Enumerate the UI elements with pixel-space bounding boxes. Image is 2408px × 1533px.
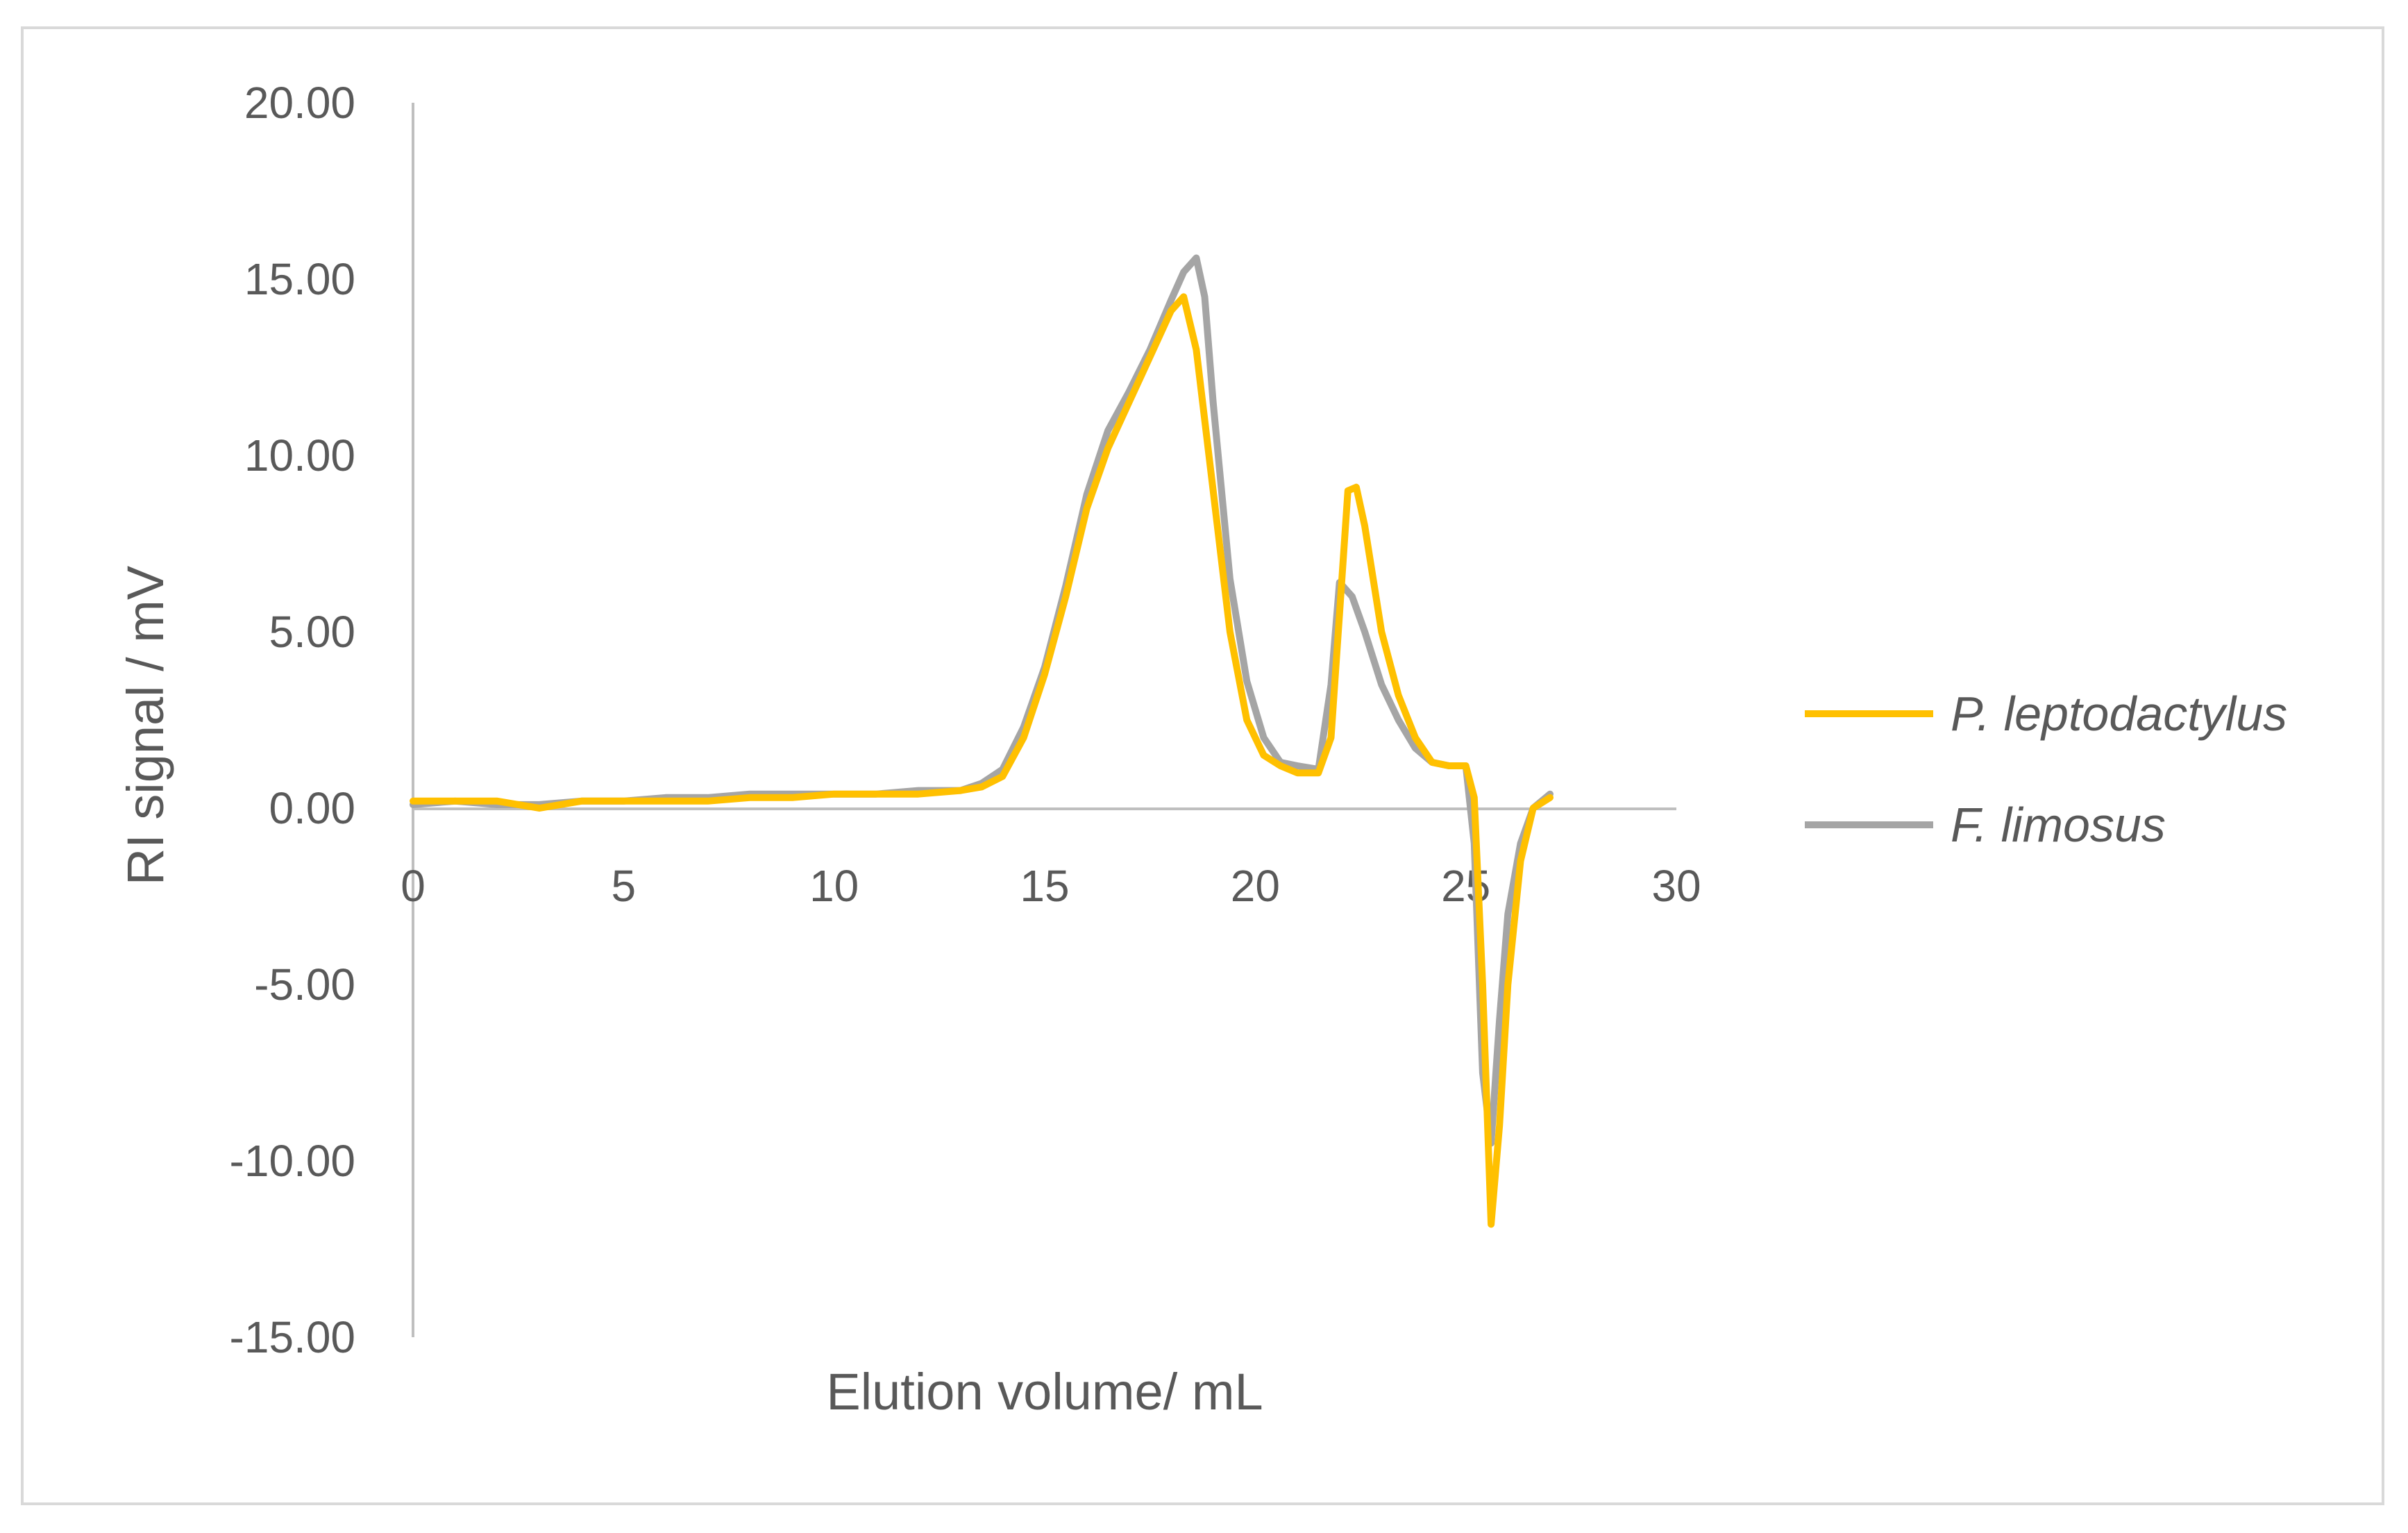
y-tick-label: 20.00 — [244, 78, 355, 128]
legend: P. leptodactylus F. limosus — [1805, 687, 2287, 852]
y-tick-label: -15.00 — [230, 1312, 355, 1362]
y-axis-title: RI signal / mV — [117, 565, 174, 885]
legend-label-f-limosus: F. limosus — [1951, 798, 2166, 852]
x-tick-label: 5 — [612, 861, 637, 911]
x-tick-label: 0 — [401, 861, 426, 911]
x-tick-labels: 0 5 10 15 20 25 30 — [401, 861, 1701, 911]
series-line-p-leptodactylus — [410, 293, 1554, 1228]
y-tick-label: 0.00 — [269, 783, 355, 833]
legend-label-p-leptodactylus: P. leptodactylus — [1951, 687, 2287, 741]
y-tick-label: -10.00 — [230, 1136, 355, 1186]
y-tick-label: 5.00 — [269, 607, 355, 657]
x-tick-label: 20 — [1231, 861, 1280, 911]
x-tick-label: 25 — [1441, 861, 1490, 911]
series-layer — [410, 254, 1554, 1228]
series-line-f-limosus — [410, 254, 1554, 1147]
y-tick-label: -5.00 — [254, 960, 355, 1010]
x-tick-label: 30 — [1651, 861, 1701, 911]
y-tick-labels: 20.00 15.00 10.00 5.00 0.00 -5.00 -10.00 -15.00 — [230, 78, 355, 1362]
x-axis-title: Elution volume/ mL — [826, 1363, 1263, 1421]
x-tick-label: 10 — [809, 861, 859, 911]
y-tick-label: 15.00 — [244, 254, 355, 304]
y-tick-label: 10.00 — [244, 430, 355, 480]
x-tick-label: 15 — [1020, 861, 1069, 911]
